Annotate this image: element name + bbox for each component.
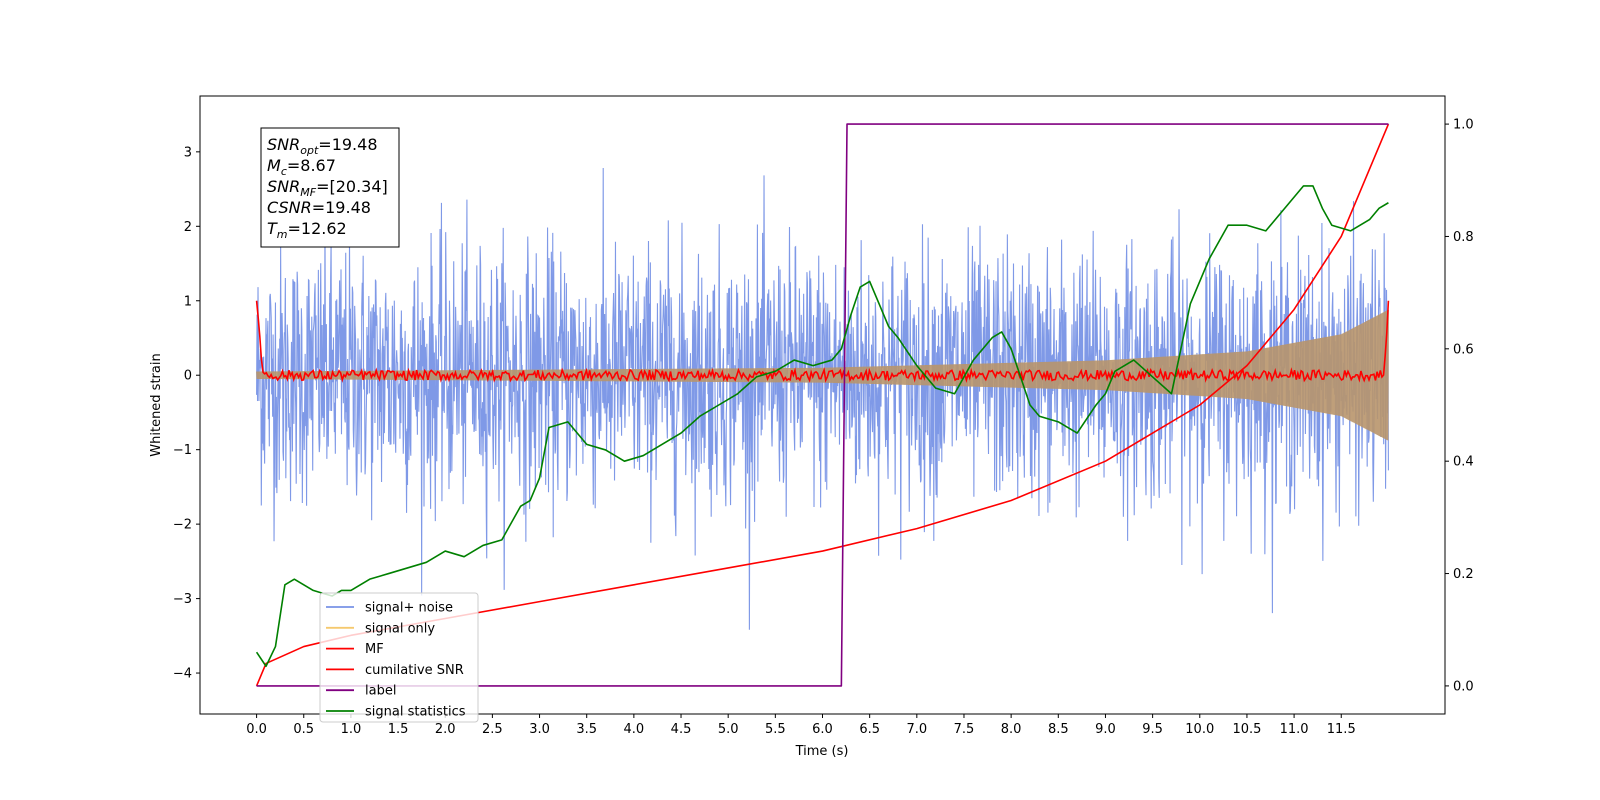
x-tick-label: 9.0: [1095, 722, 1116, 737]
y-tick-label: 1: [184, 294, 192, 309]
legend-label: signal only: [365, 621, 435, 636]
series-signal-statistics-line: [255, 185, 1389, 668]
x-tick-label: 9.5: [1142, 722, 1163, 737]
legend: signal+ noise signal only MF cumilative SNR…: [319, 592, 479, 723]
series-label-line: [256, 123, 1389, 687]
x-axis-ticks: 0.0 0.5 1.0 1.5 2.0 2.5 3.0 3.5 4.0 4.5 5.0 5.5 6.0 6…: [246, 714, 1356, 737]
x-tick-label: 3.0: [529, 722, 550, 737]
x-tick-label: 4.5: [671, 722, 692, 737]
x-tick-label: 6.0: [812, 722, 833, 737]
annotation-csnr: CSNR=19.48: [267, 198, 371, 217]
y2-tick-label: 0.8: [1453, 230, 1474, 245]
annotation-frame: [260, 127, 400, 248]
series-mf-line: [255, 300, 1390, 384]
legend-label: label: [365, 684, 396, 699]
legend-items: signal+ noise signal only MF cumilative SNR…: [326, 601, 466, 720]
legend-label: signal+ noise: [365, 601, 453, 616]
x-tick-label: 3.5: [576, 722, 597, 737]
legend-label: cumilative SNR: [365, 663, 464, 678]
y-tick-label: 2: [184, 220, 192, 235]
y2-tick-label: 0.0: [1453, 679, 1474, 694]
x-tick-label: 7.5: [954, 722, 975, 737]
y2-tick-label: 0.6: [1453, 342, 1474, 357]
x-tick-label: 0.0: [246, 722, 267, 737]
x-tick-label: 8.0: [1001, 722, 1022, 737]
x-tick-label: 1.0: [341, 722, 362, 737]
x-tick-label: 2.0: [435, 722, 456, 737]
x-tick-label: 5.0: [718, 722, 739, 737]
y2-tick-label: 1.0: [1453, 118, 1474, 133]
series-signal-only-line: [256, 309, 1389, 441]
x-tick-label: 11.0: [1280, 722, 1309, 737]
y2-tick-label: 0.4: [1453, 455, 1474, 470]
y-tick-label: −1: [173, 443, 192, 458]
x-tick-label: 10.5: [1232, 722, 1261, 737]
x-tick-label: 6.5: [859, 722, 880, 737]
x-tick-label: 2.5: [482, 722, 503, 737]
annotation-snr-opt: SNRopt=19.48: [267, 135, 378, 157]
y-tick-label: 3: [184, 145, 192, 160]
y-tick-label: −4: [173, 667, 192, 682]
annotation-snr-mf: SNRMF=[20.34]: [267, 177, 388, 199]
x-tick-label: 0.5: [293, 722, 314, 737]
x-tick-label: 5.5: [765, 722, 786, 737]
annotation-m-c: Mc=8.67: [267, 156, 336, 178]
y2-axis-ticks: 0.0 0.2 0.4 0.6 0.8 1.0: [1445, 118, 1474, 694]
annotation-t-m: Tm=12.62: [267, 219, 347, 241]
x-tick-label: 8.5: [1048, 722, 1069, 737]
y-tick-label: 0: [184, 369, 192, 384]
annotation-box: SNRopt=19.48 Mc=8.67 SNRMF=[20.34] CSNR=…: [260, 127, 400, 248]
y-axis-label: Whitened strain: [149, 353, 164, 456]
x-tick-label: 10.0: [1185, 722, 1214, 737]
x-tick-label: 11.5: [1327, 722, 1356, 737]
y-tick-label: −3: [173, 592, 192, 607]
legend-frame: [319, 592, 479, 723]
y2-tick-label: 0.2: [1453, 567, 1474, 582]
x-tick-label: 4.0: [624, 722, 645, 737]
x-tick-label: 1.5: [388, 722, 409, 737]
y-tick-label: −2: [173, 518, 192, 533]
y-axis-ticks: −4 −3 −2 −1 0 1 2 3: [173, 145, 200, 682]
legend-label: signal statistics: [365, 705, 466, 720]
x-tick-label: 7.0: [906, 722, 927, 737]
signal-only-series: [256, 309, 1389, 441]
x-axis-label: Time (s): [795, 744, 849, 759]
legend-label: MF: [365, 642, 384, 657]
